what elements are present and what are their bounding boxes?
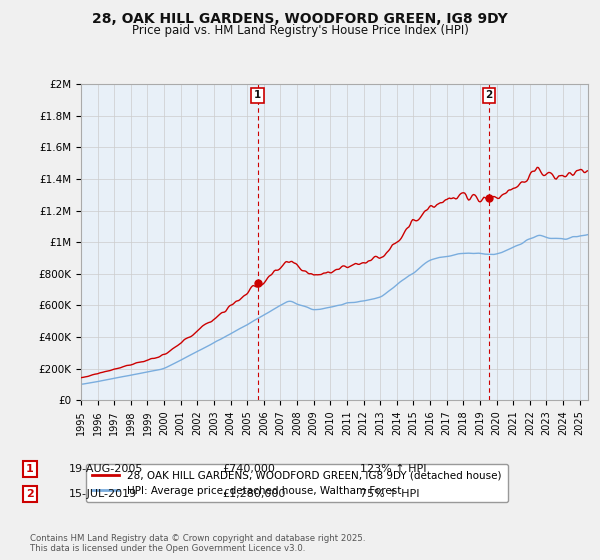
- Text: £1,280,000: £1,280,000: [222, 489, 286, 499]
- Text: 2: 2: [26, 489, 34, 499]
- Text: Contains HM Land Registry data © Crown copyright and database right 2025.
This d: Contains HM Land Registry data © Crown c…: [30, 534, 365, 553]
- Legend: 28, OAK HILL GARDENS, WOODFORD GREEN, IG8 9DY (detached house), HPI: Average pri: 28, OAK HILL GARDENS, WOODFORD GREEN, IG…: [86, 464, 508, 502]
- Text: 1: 1: [254, 90, 262, 100]
- Text: Price paid vs. HM Land Registry's House Price Index (HPI): Price paid vs. HM Land Registry's House …: [131, 24, 469, 36]
- Text: 75% ↑ HPI: 75% ↑ HPI: [360, 489, 419, 499]
- Text: 2: 2: [485, 90, 493, 100]
- Text: 123% ↑ HPI: 123% ↑ HPI: [360, 464, 427, 474]
- Text: 28, OAK HILL GARDENS, WOODFORD GREEN, IG8 9DY: 28, OAK HILL GARDENS, WOODFORD GREEN, IG…: [92, 12, 508, 26]
- Text: 1: 1: [26, 464, 34, 474]
- Text: 19-AUG-2005: 19-AUG-2005: [69, 464, 143, 474]
- Text: £740,000: £740,000: [222, 464, 275, 474]
- Text: 15-JUL-2019: 15-JUL-2019: [69, 489, 137, 499]
